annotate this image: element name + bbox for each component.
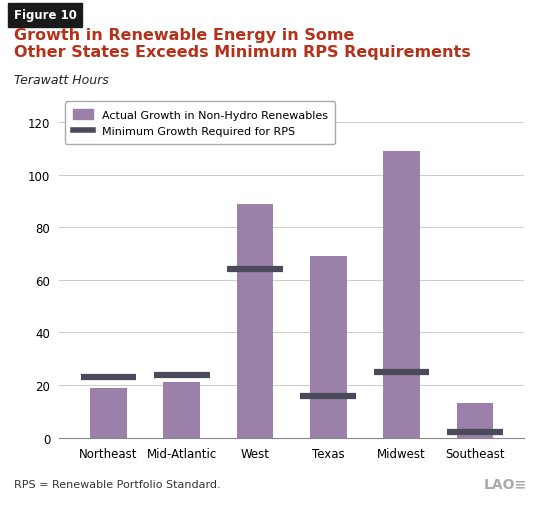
Bar: [456, 404, 493, 438]
Bar: [383, 152, 420, 438]
Text: Figure 10: Figure 10: [14, 9, 76, 22]
Bar: [237, 204, 273, 438]
Text: Growth in Renewable Energy in Some
Other States Exceeds Minimum RPS Requirements: Growth in Renewable Energy in Some Other…: [14, 28, 470, 61]
Legend: Actual Growth in Non-Hydro Renewables, Minimum Growth Required for RPS: Actual Growth in Non-Hydro Renewables, M…: [65, 102, 335, 145]
Bar: [90, 388, 127, 438]
Bar: [163, 383, 200, 438]
Bar: [310, 257, 347, 438]
Text: LAO≡: LAO≡: [483, 477, 526, 491]
Text: RPS = Renewable Portfolio Standard.: RPS = Renewable Portfolio Standard.: [14, 478, 220, 489]
Text: Terawatt Hours: Terawatt Hours: [14, 74, 108, 87]
